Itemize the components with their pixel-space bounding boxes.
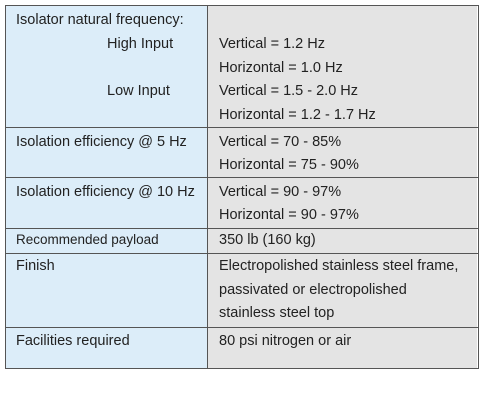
row-divider bbox=[5, 177, 478, 178]
table-border bbox=[5, 5, 479, 369]
value-line: Horizontal = 1.2 - 1.7 Hz bbox=[219, 107, 376, 123]
value-line: passivated or electropolished bbox=[219, 282, 407, 298]
row-divider bbox=[5, 228, 478, 229]
value-line: Electropolished stainless steel frame, bbox=[219, 258, 459, 274]
row-divider bbox=[5, 127, 478, 128]
row-label: Isolation efficiency @ 5 Hz bbox=[16, 134, 187, 150]
value-line: Horizontal = 90 - 97% bbox=[219, 207, 359, 223]
value-line: Vertical = 70 - 85% bbox=[219, 134, 342, 150]
column-divider bbox=[207, 5, 208, 368]
value-line: Horizontal = 1.0 Hz bbox=[219, 60, 343, 76]
row-divider bbox=[5, 253, 478, 254]
group-label: High Input bbox=[107, 36, 174, 52]
row-label: Recommended payload bbox=[16, 232, 159, 247]
value-line: 350 lb (160 kg) bbox=[219, 232, 316, 248]
label-column bbox=[6, 5, 207, 368]
value-line: stainless steel top bbox=[219, 305, 335, 321]
value-line: Vertical = 1.5 - 2.0 Hz bbox=[219, 83, 359, 99]
group-label: Low Input bbox=[107, 83, 170, 99]
value-line: Vertical = 1.2 Hz bbox=[219, 36, 325, 52]
value-column bbox=[208, 5, 477, 368]
row-label: Isolation efficiency @ 10 Hz bbox=[16, 184, 195, 200]
row-label: Finish bbox=[16, 258, 55, 274]
value-line: 80 psi nitrogen or air bbox=[219, 333, 352, 349]
value-line: Horizontal = 75 - 90% bbox=[219, 157, 359, 173]
row-divider bbox=[5, 327, 478, 328]
row-label: Facilities required bbox=[16, 333, 130, 349]
value-line: Vertical = 90 - 97% bbox=[219, 184, 342, 200]
row-label: Isolator natural frequency: bbox=[16, 12, 184, 28]
